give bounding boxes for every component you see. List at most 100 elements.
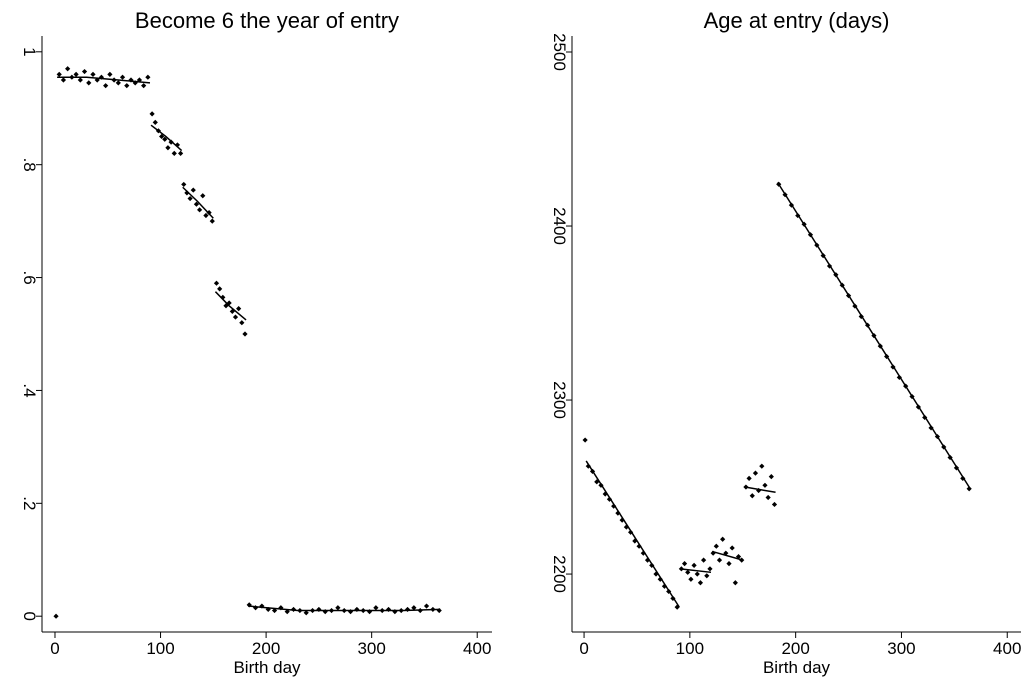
data-point xyxy=(385,606,392,613)
y-tick-label: 2400 xyxy=(550,207,569,245)
data-point xyxy=(628,529,634,535)
data-point xyxy=(232,314,239,320)
data-point xyxy=(119,74,126,80)
data-point xyxy=(77,77,83,83)
data-point xyxy=(713,543,719,549)
y-tick-label: .2 xyxy=(20,496,39,510)
data-point xyxy=(203,212,209,219)
data-point xyxy=(644,557,651,563)
y-tick-label: 1 xyxy=(20,47,39,56)
data-point xyxy=(606,496,613,502)
data-point xyxy=(200,193,206,199)
x-tick-label: 300 xyxy=(357,639,385,658)
fit-line xyxy=(57,76,441,612)
data-point xyxy=(141,83,147,89)
data-point xyxy=(729,545,735,551)
data-point xyxy=(691,562,697,568)
data-point xyxy=(335,605,341,611)
data-point xyxy=(187,195,193,202)
data-point xyxy=(765,494,771,501)
data-point xyxy=(354,606,360,613)
x-axis-label: Birth day xyxy=(233,658,301,677)
x-tick-label: 0 xyxy=(50,639,59,658)
x-tick-label: 200 xyxy=(252,639,280,658)
data-point xyxy=(749,493,755,499)
data-point xyxy=(752,470,759,476)
data-point xyxy=(56,71,62,77)
data-point xyxy=(759,463,765,469)
x-tick-label: 100 xyxy=(676,639,704,658)
chart-title: Become 6 the year of entry xyxy=(135,8,399,33)
data-point xyxy=(81,68,88,75)
data-point xyxy=(411,605,417,611)
x-tick-label: 100 xyxy=(146,639,174,658)
x-axis-label: Birth day xyxy=(763,658,831,677)
data-point xyxy=(674,604,680,610)
data-point xyxy=(316,606,322,613)
data-point xyxy=(124,83,130,89)
y-tick-label: .4 xyxy=(20,383,39,397)
data-point xyxy=(86,80,92,86)
data-point xyxy=(65,66,71,72)
y-tick-label: .6 xyxy=(20,270,39,284)
data-point xyxy=(762,482,768,488)
data-point xyxy=(657,576,663,582)
data-point xyxy=(436,607,442,614)
data-point xyxy=(640,550,646,556)
data-point xyxy=(165,145,171,151)
data-point xyxy=(223,303,229,309)
data-point xyxy=(162,136,168,142)
data-point xyxy=(149,111,155,117)
data-point xyxy=(373,605,379,611)
data-point xyxy=(704,573,710,579)
data-point xyxy=(681,561,688,567)
data-point xyxy=(771,501,778,508)
data-point xyxy=(611,503,617,509)
data-point xyxy=(623,524,629,530)
data-point xyxy=(73,71,79,77)
x-tick-label: 400 xyxy=(463,639,491,658)
data-point xyxy=(217,286,223,292)
data-point xyxy=(768,474,774,480)
data-point xyxy=(694,571,700,577)
data-point xyxy=(701,557,707,563)
data-point xyxy=(145,74,151,80)
data-point xyxy=(636,543,642,549)
y-tick-label: 2300 xyxy=(550,381,569,419)
data-point xyxy=(53,613,59,619)
data-point xyxy=(242,331,248,337)
y-tick-label: .8 xyxy=(20,158,39,172)
data-point xyxy=(746,475,752,481)
data-point xyxy=(152,119,158,125)
data-point xyxy=(103,83,109,89)
data-point xyxy=(213,280,220,286)
data-point xyxy=(347,609,354,615)
data-point xyxy=(265,606,271,613)
data-point xyxy=(209,218,215,224)
data-point xyxy=(236,306,242,312)
data-point xyxy=(60,77,67,83)
data-point xyxy=(585,463,591,469)
data-point xyxy=(278,605,284,611)
data-point xyxy=(181,181,187,188)
data-point xyxy=(966,486,972,492)
data-point xyxy=(392,609,398,615)
data-point xyxy=(190,187,196,193)
data-point xyxy=(594,479,600,485)
data-point xyxy=(271,607,278,614)
data-point xyxy=(90,71,96,77)
chart-title: Age at entry (days) xyxy=(704,8,890,33)
y-tick-label: 2200 xyxy=(550,555,569,593)
data-point xyxy=(619,517,625,523)
data-point xyxy=(284,609,290,615)
data-point xyxy=(404,606,411,613)
fit-line xyxy=(585,182,971,608)
data-point xyxy=(735,554,742,560)
data-point xyxy=(171,150,177,156)
x-tick-label: 400 xyxy=(993,639,1021,658)
x-tick-label: 0 xyxy=(579,639,588,658)
data-point xyxy=(716,557,723,563)
data-point xyxy=(107,71,113,77)
data-point xyxy=(582,437,588,443)
